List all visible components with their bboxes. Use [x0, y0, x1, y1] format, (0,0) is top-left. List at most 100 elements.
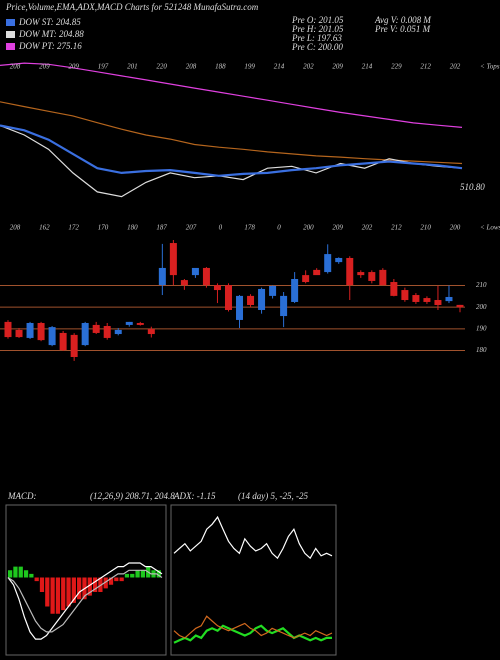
- top-label: 214: [274, 63, 285, 71]
- top-label: 208: [186, 63, 197, 71]
- macd-subtitle: (12,26,9) 208.71, 204.8: [90, 491, 175, 501]
- candle-body: [445, 296, 453, 302]
- bottom-label: 200: [303, 224, 314, 232]
- top-label: 220: [156, 63, 167, 71]
- histogram-bar: [140, 570, 146, 578]
- bottom-label: 178: [244, 224, 255, 232]
- legend-label: DOW MT: 204.88: [18, 29, 84, 39]
- bottom-label: 172: [68, 224, 79, 232]
- bottom-label: 212: [391, 224, 402, 232]
- bottom-marker: < Lows: [480, 224, 500, 232]
- adx-subtitle: (14 day) 5, -25, -25: [238, 491, 308, 501]
- bottom-label: 162: [39, 224, 50, 232]
- bottom-label: 207: [186, 224, 197, 232]
- bottom-label: 0: [219, 224, 223, 232]
- top-label: 209: [39, 63, 50, 71]
- top-label: 229: [391, 63, 402, 71]
- y-tick-label: 190: [476, 324, 487, 332]
- top-label: 202: [303, 63, 314, 71]
- legend-label: DOW ST: 204.85: [18, 17, 81, 27]
- candle-body: [269, 285, 277, 296]
- candle-body: [191, 267, 199, 276]
- histogram-bar: [29, 573, 34, 578]
- candle-body: [324, 254, 332, 273]
- histogram-bar: [18, 566, 23, 578]
- histogram-bar: [13, 566, 18, 578]
- page-title: Price,Volume,EMA,ADX,MACD Charts for 521…: [5, 2, 259, 12]
- macd-frame: [5, 504, 167, 656]
- y-tick-label: 180: [476, 346, 487, 354]
- histogram-bar: [71, 577, 76, 603]
- candle-body: [169, 243, 177, 276]
- info-left: Pre O: 201.05: [291, 15, 344, 25]
- bottom-label: 202: [362, 224, 373, 232]
- candle-body: [136, 322, 144, 325]
- legend-label: DOW PT: 275.16: [18, 41, 82, 51]
- candle-body: [368, 272, 376, 281]
- candle-body: [335, 257, 343, 263]
- candle-body: [379, 269, 387, 286]
- top-label: 214: [362, 63, 373, 71]
- histogram-bar: [103, 577, 108, 589]
- candle-body: [103, 326, 111, 338]
- adx-line: [173, 515, 333, 560]
- adx-frame: [170, 504, 337, 656]
- bottom-label: 210: [420, 224, 431, 232]
- top-label: 188: [215, 63, 226, 71]
- top-label: 197: [98, 63, 109, 71]
- histogram-bar: [39, 577, 45, 592]
- candle-body: [81, 322, 89, 346]
- candle-body: [114, 329, 122, 335]
- candle-body: [236, 295, 244, 320]
- candle-body: [158, 267, 166, 286]
- candle-body: [92, 324, 100, 333]
- candle-body: [302, 275, 310, 283]
- candle-body: [224, 285, 232, 310]
- bottom-label: 170: [98, 224, 109, 232]
- adx-title: ADX: -1.15: [173, 491, 216, 501]
- top-label: 201: [127, 63, 138, 71]
- candle-body: [434, 300, 442, 305]
- top-label: 208: [10, 63, 21, 71]
- histogram-bar: [45, 577, 50, 607]
- series-line: [0, 124, 463, 198]
- candle-body: [412, 295, 420, 302]
- candle-body: [390, 282, 398, 296]
- top-label: 202: [450, 63, 461, 71]
- candle-body: [147, 329, 155, 335]
- candle-body: [423, 298, 431, 302]
- histogram-bar: [61, 577, 66, 611]
- candle-body: [401, 290, 409, 301]
- y-tick-label: 210: [476, 281, 487, 289]
- histogram-bar: [34, 577, 39, 582]
- bottom-label: 200: [450, 224, 461, 232]
- histogram-bar: [114, 577, 119, 582]
- histogram-bar: [119, 577, 124, 582]
- histogram-bar: [124, 573, 130, 578]
- histogram-bar: [23, 570, 29, 578]
- top-label: 199: [244, 63, 255, 71]
- histogram-bar: [108, 577, 114, 585]
- legend-swatch: [6, 43, 15, 50]
- candle-body: [357, 272, 365, 276]
- histogram-bar: [8, 570, 13, 578]
- top-marker: < Tops: [480, 63, 500, 71]
- candle-body: [37, 322, 45, 341]
- candle-body: [280, 295, 288, 317]
- y-tick-label: 200: [476, 303, 487, 311]
- bottom-label: 0: [277, 224, 281, 232]
- candle-body: [70, 334, 78, 357]
- bottom-label: 208: [10, 224, 21, 232]
- adx-line: [173, 615, 333, 639]
- info-right: Avg V: 0.008 M: [374, 15, 431, 25]
- info-left: Pre H: 201.05: [291, 24, 344, 34]
- histogram-bar: [66, 577, 71, 607]
- candle-body: [456, 304, 464, 308]
- info-left: Pre C: 200.00: [291, 42, 343, 52]
- series-line: [0, 62, 463, 128]
- legend-swatch: [6, 31, 15, 38]
- candle-body: [125, 321, 133, 325]
- macd-line: [7, 569, 163, 633]
- top-label: 209: [68, 63, 79, 71]
